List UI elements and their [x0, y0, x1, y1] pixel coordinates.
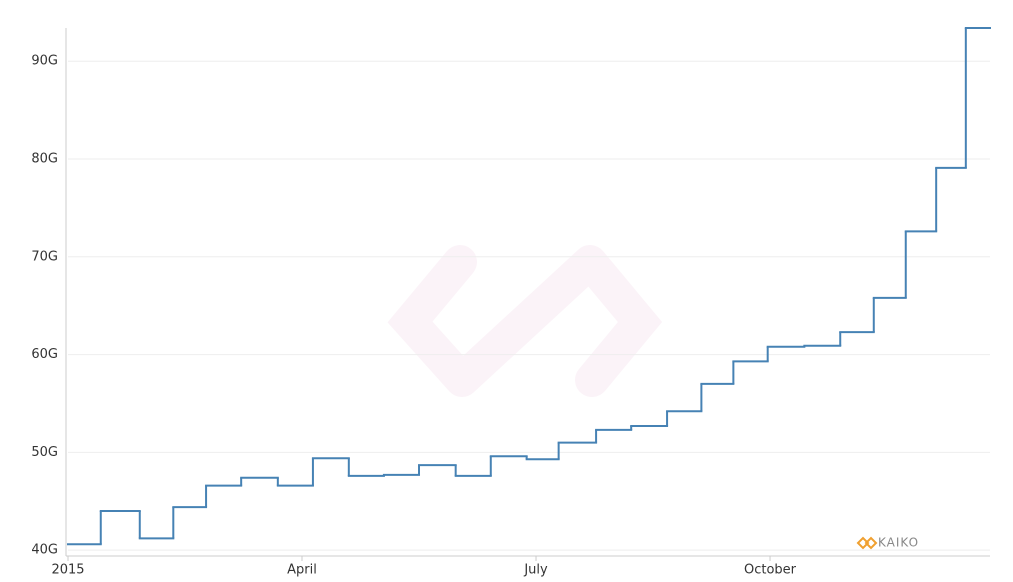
watermark-shape: [387, 245, 663, 397]
y-tick-label: 60G: [31, 347, 58, 362]
logo-mark: [856, 536, 878, 550]
watermark-text: KAIKO: [878, 536, 919, 550]
x-tick-label: April: [287, 563, 317, 578]
y-tick-label: 50G: [31, 445, 58, 460]
x-tick-label: October: [744, 563, 797, 578]
x-tick-label: 2015: [51, 563, 84, 578]
y-tick-label: 80G: [31, 152, 58, 167]
x-tick-label: July: [523, 563, 548, 578]
y-tick-label: 90G: [31, 54, 58, 69]
y-tick-label: 40G: [31, 543, 58, 558]
y-tick-label: 70G: [31, 249, 58, 264]
